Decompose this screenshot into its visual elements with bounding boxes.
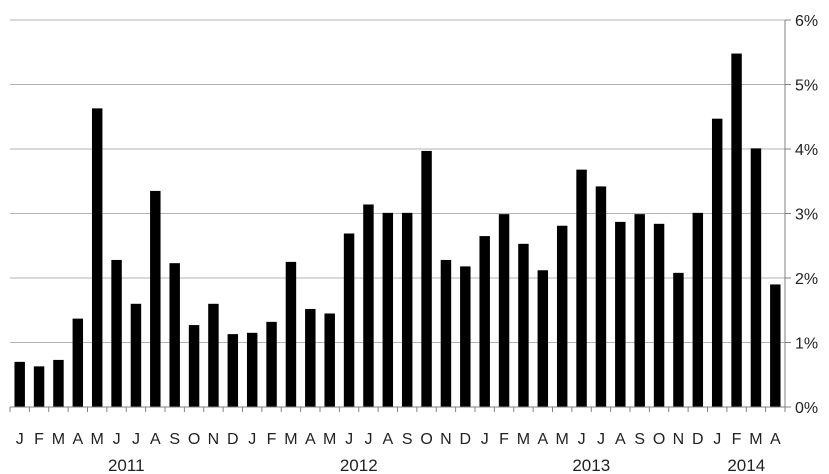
x-year-label: 2014: [727, 456, 765, 474]
x-month-label: F: [34, 431, 44, 448]
x-year-label: 2011: [108, 456, 145, 474]
bar: [53, 359, 64, 407]
x-month-label: M: [556, 431, 569, 448]
bar: [731, 53, 742, 407]
y-tick-label: 0%: [795, 400, 818, 417]
x-month-label: F: [267, 431, 277, 448]
bar: [208, 303, 219, 407]
y-tick-label: 1%: [795, 336, 818, 353]
bar: [363, 204, 374, 407]
x-month-label: D: [692, 431, 704, 448]
x-year-labels: 2011 2012 2013 2014: [108, 456, 765, 474]
bar: [91, 108, 103, 408]
bar: [576, 169, 587, 407]
y-tick-label: 6%: [795, 13, 818, 30]
bar: [130, 303, 142, 407]
bar: [537, 270, 549, 407]
x-month-label: N: [440, 431, 452, 448]
y-tick-label: 5%: [795, 78, 818, 95]
bar: [750, 148, 762, 408]
bar: [615, 221, 626, 407]
x-month-label: J: [364, 431, 372, 448]
x-month-label: M: [91, 431, 104, 448]
bar: [382, 212, 394, 407]
bar: [440, 259, 452, 407]
bar: [227, 334, 239, 407]
x-month-label: A: [382, 431, 393, 448]
x-month-label: A: [770, 431, 781, 448]
x-month-label: O: [653, 431, 665, 448]
x-month-label: J: [113, 431, 121, 448]
bar: [653, 223, 665, 407]
x-month-label: N: [673, 431, 685, 448]
x-month-label: J: [713, 431, 721, 448]
y-tick-labels: 0% 1% 2% 3% 4% 5% 6%: [795, 13, 818, 417]
bar: [343, 233, 355, 407]
x-month-label: A: [305, 431, 316, 448]
bar: [692, 212, 704, 407]
bar: [324, 313, 335, 407]
x-month-label: F: [499, 431, 509, 448]
x-month-label: J: [578, 431, 586, 448]
x-month-label: A: [537, 431, 548, 448]
x-month-label: M: [749, 431, 762, 448]
axes: [9, 19, 791, 412]
bar: [421, 150, 432, 407]
bar: [518, 243, 529, 407]
bar: [595, 186, 607, 407]
x-month-label: M: [284, 431, 297, 448]
bar: [285, 261, 297, 408]
bar: [498, 214, 510, 407]
bar: [711, 118, 723, 407]
y-tick-label: 2%: [795, 271, 818, 288]
x-month-label: A: [615, 431, 626, 448]
bar: [72, 318, 84, 407]
x-month-label: J: [481, 431, 489, 448]
bar: [188, 325, 200, 407]
x-month-label: A: [150, 431, 161, 448]
x-month-label: A: [72, 431, 83, 448]
x-month-label: F: [732, 431, 742, 448]
bar: [266, 321, 277, 407]
x-year-label: 2013: [572, 456, 610, 474]
bar: [111, 259, 122, 407]
bar: [673, 272, 684, 407]
x-month-label: O: [188, 431, 200, 448]
bars: [14, 53, 781, 408]
x-month-label: N: [208, 431, 220, 448]
x-month-label: S: [169, 431, 180, 448]
bar: [460, 266, 471, 407]
x-month-label: D: [460, 431, 472, 448]
bar: [401, 212, 413, 407]
x-month-label: M: [323, 431, 336, 448]
bar: [770, 284, 781, 407]
bar: [246, 332, 258, 407]
x-month-label: M: [517, 431, 530, 448]
x-month-label: J: [132, 431, 140, 448]
x-month-label: J: [16, 431, 24, 448]
x-month-label: S: [634, 431, 645, 448]
bar: [305, 308, 316, 407]
x-month-label: J: [345, 431, 353, 448]
bar: [556, 225, 568, 407]
bar: [634, 214, 645, 407]
bar: [479, 236, 490, 407]
x-month-label: S: [402, 431, 413, 448]
x-month-label: J: [248, 431, 256, 448]
bar: [33, 366, 45, 407]
x-month-label: J: [597, 431, 605, 448]
bar: [14, 361, 25, 407]
x-month-label: O: [420, 431, 432, 448]
x-month-label: D: [227, 431, 239, 448]
bar: [150, 190, 161, 407]
y-tick-label: 4%: [795, 142, 818, 159]
y-tick-label: 3%: [795, 207, 818, 224]
gridlines: [10, 19, 785, 343]
bar: [169, 263, 180, 407]
x-year-label: 2012: [340, 456, 378, 474]
x-month-label: M: [52, 431, 65, 448]
